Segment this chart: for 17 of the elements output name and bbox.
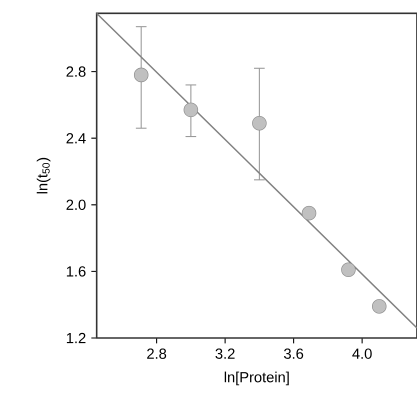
point xyxy=(302,206,316,220)
x-tick-label: 2.8 xyxy=(147,348,166,359)
x-axis-title: ln[Protein] xyxy=(224,372,289,386)
point xyxy=(252,116,267,130)
x-tick-label: 4.0 xyxy=(352,348,372,359)
y-tick-label: 2.8 xyxy=(66,66,86,77)
point xyxy=(372,299,387,314)
point xyxy=(134,68,148,82)
y-tick-label: 2.4 xyxy=(66,133,86,144)
y-tick-label: 1.6 xyxy=(66,266,86,277)
y-axis-title: ln(t$_{50}$) xyxy=(36,158,50,194)
point xyxy=(184,102,198,118)
y-tick-label: 1.2 xyxy=(66,332,86,344)
y-tick-label: 2.0 xyxy=(66,200,86,210)
x-tick-label: 3.2 xyxy=(215,348,235,359)
point xyxy=(341,262,356,278)
x-tick-label: 3.6 xyxy=(284,348,304,359)
